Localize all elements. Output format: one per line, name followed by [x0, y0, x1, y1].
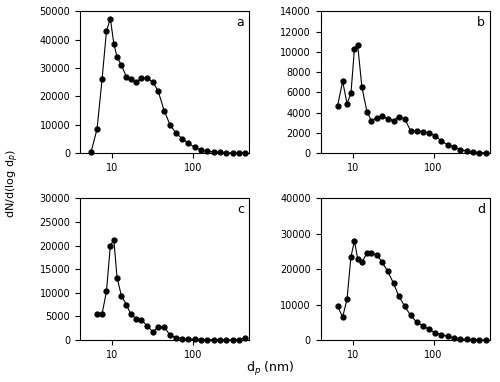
Text: a: a [236, 16, 244, 29]
Text: dN/d(log d$_p$): dN/d(log d$_p$) [5, 149, 21, 218]
Text: d: d [477, 202, 485, 215]
Text: c: c [238, 202, 244, 215]
Text: d$_p$ (nm): d$_p$ (nm) [246, 360, 294, 378]
Text: b: b [477, 16, 485, 29]
